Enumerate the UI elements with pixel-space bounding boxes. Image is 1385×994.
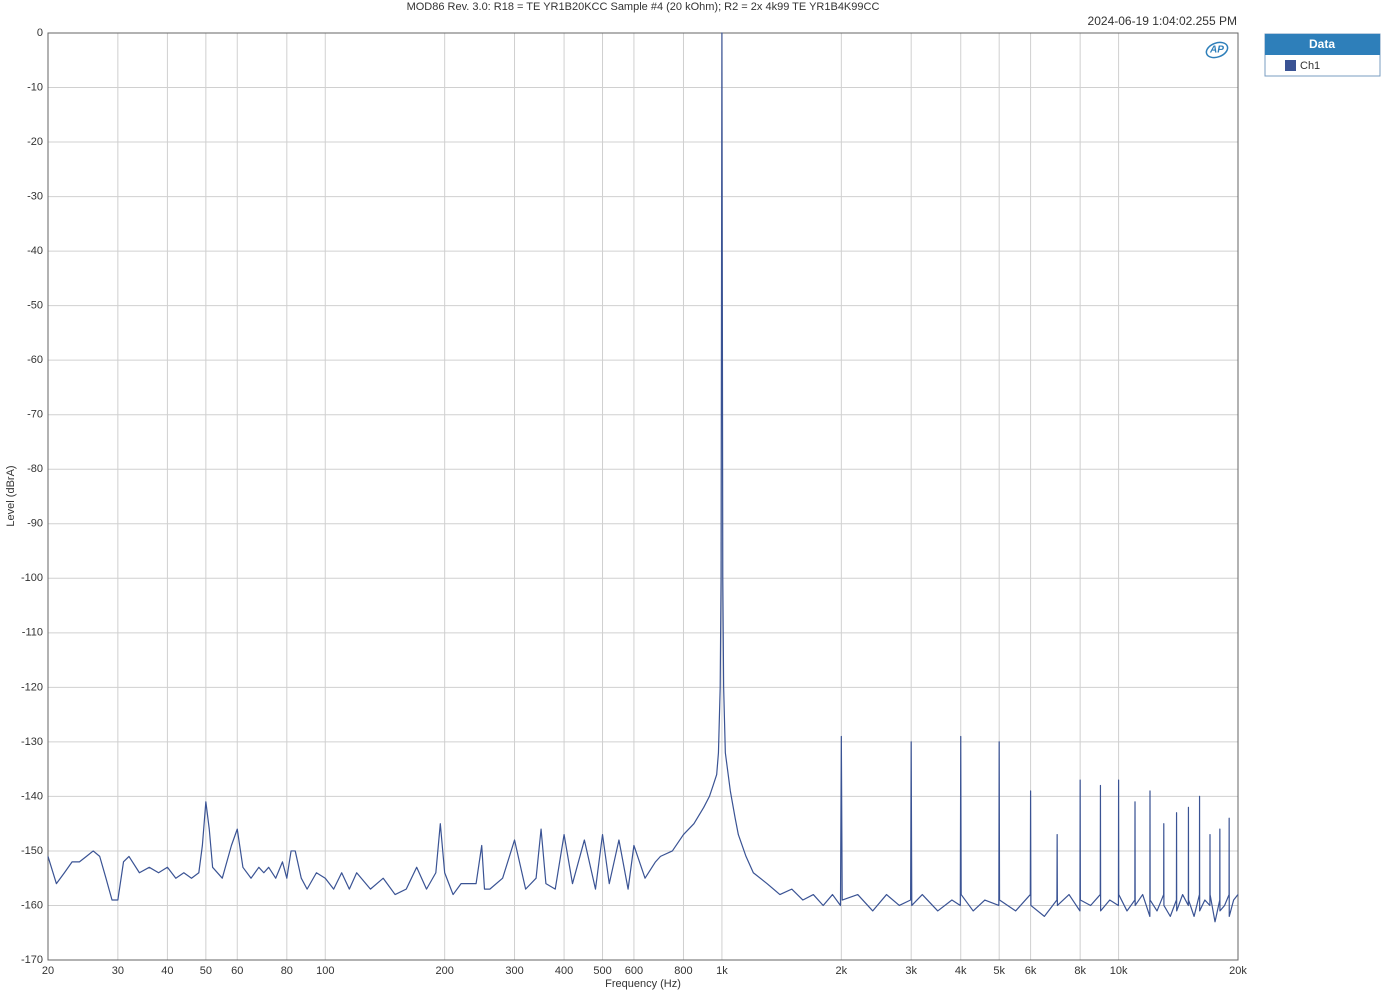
series-line xyxy=(47,32,1239,923)
logo-text: AP xyxy=(1209,45,1224,56)
y-tick-label: -10 xyxy=(27,81,43,93)
x-tick-label: 20 xyxy=(42,965,54,977)
x-tick-label: 600 xyxy=(625,965,643,977)
x-tick-label: 30 xyxy=(112,965,124,977)
y-tick-label: -110 xyxy=(22,627,43,639)
legend-swatch xyxy=(1285,60,1296,71)
x-tick-label: 80 xyxy=(281,965,293,977)
y-tick-label: -100 xyxy=(21,572,43,584)
legend-header xyxy=(1265,34,1380,55)
y-tick-label: -50 xyxy=(27,300,43,312)
x-tick-label: 500 xyxy=(593,965,611,977)
x-tick-label: 8k xyxy=(1074,965,1086,977)
legend-label: Ch1 xyxy=(1300,60,1320,72)
y-axis-label: Level (dBrA) xyxy=(5,465,17,526)
y-tick-label: -120 xyxy=(21,681,43,693)
x-tick-label: 4k xyxy=(955,965,967,977)
x-tick-label: 200 xyxy=(435,965,453,977)
x-tick-label: 800 xyxy=(674,965,692,977)
timestamp: 2024-06-19 1:04:02.255 PM xyxy=(1088,14,1237,28)
y-tick-label: -140 xyxy=(21,790,43,802)
x-tick-label: 20k xyxy=(1229,965,1247,977)
x-tick-label: 10k xyxy=(1110,965,1128,977)
y-tick-label: -90 xyxy=(27,518,43,530)
y-tick-label: -160 xyxy=(21,899,43,911)
plot-frame xyxy=(47,32,1239,961)
x-tick-label: 400 xyxy=(555,965,573,977)
y-tick-label: -80 xyxy=(27,463,43,475)
y-tick-label: 0 xyxy=(37,27,43,39)
x-tick-label: 300 xyxy=(505,965,523,977)
logo: AP xyxy=(1205,41,1229,59)
y-tick-label: -70 xyxy=(27,409,43,421)
y-tick-label: -150 xyxy=(21,845,43,857)
x-tick-label: 5k xyxy=(993,965,1005,977)
x-tick-label: 60 xyxy=(231,965,243,977)
x-tick-label: 50 xyxy=(200,965,212,977)
legend-title: Data xyxy=(1309,37,1335,51)
y-tick-label: -30 xyxy=(27,190,43,202)
legend: Data Ch1 xyxy=(1264,33,1381,77)
y-tick-label: -40 xyxy=(27,245,43,257)
x-tick-label: 40 xyxy=(161,965,173,977)
y-tick-label: -170 xyxy=(21,954,43,966)
x-tick-label: 3k xyxy=(905,965,917,977)
x-tick-label: 2k xyxy=(836,965,848,977)
y-tick-label: -60 xyxy=(27,354,43,366)
chart-title: MOD86 Rev. 3.0: R18 = TE YR1B20KCC Sampl… xyxy=(407,1,880,13)
x-tick-label: 1k xyxy=(716,965,728,977)
x-tick-label: 100 xyxy=(316,965,334,977)
x-axis-label: Frequency (Hz) xyxy=(605,978,681,990)
x-tick-label: 6k xyxy=(1025,965,1037,977)
y-tick-label: -20 xyxy=(27,136,43,148)
logo-ring xyxy=(1205,41,1229,59)
y-tick-label: -130 xyxy=(21,736,43,748)
